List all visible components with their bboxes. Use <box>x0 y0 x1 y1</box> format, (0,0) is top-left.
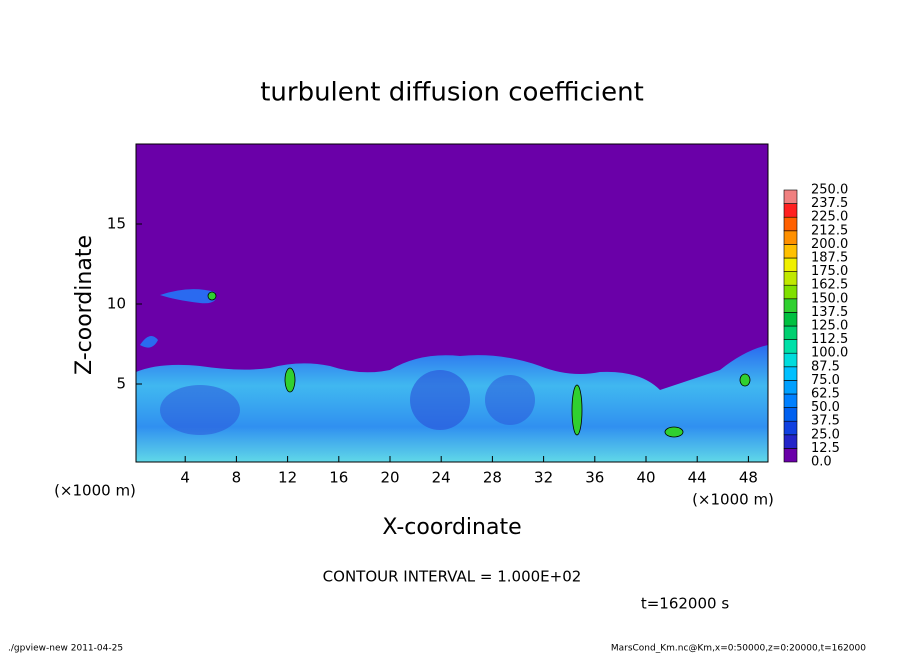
colorbar-box <box>783 380 798 395</box>
colorbar-label: 87.5 <box>811 359 840 374</box>
colorbar-box <box>783 339 798 354</box>
contour-interval: CONTOUR INTERVAL = 1.000E+02 <box>323 568 582 586</box>
colorbar-label: 12.5 <box>811 441 840 456</box>
field-blob <box>140 336 158 348</box>
x-tick-label: 36 <box>585 469 604 487</box>
colorbar-box <box>783 352 798 368</box>
colorbar-box <box>783 393 798 408</box>
footer-left: ./gpview-new 2011-04-25 <box>8 644 123 654</box>
x-unit: (×1000 m) <box>692 491 774 509</box>
colorbar-label: 125.0 <box>811 319 848 334</box>
colorbar-label: 50.0 <box>811 400 840 415</box>
x-tick-label: 44 <box>688 469 707 487</box>
colorbar-label: 250.0 <box>811 183 848 198</box>
colorbar-label: 100.0 <box>811 346 848 361</box>
colorbar-label: 187.5 <box>811 251 848 266</box>
field-contour <box>284 367 296 393</box>
colorbar-label: 62.5 <box>811 387 840 402</box>
field-eddy <box>160 385 240 435</box>
footer-right: MarsCond_Km.nc@Km,x=0:50000,z=0:20000,t=… <box>611 644 866 654</box>
field-eddy <box>410 370 470 430</box>
x-tick-label: 8 <box>232 469 242 487</box>
y-axis-label: Z-coordinate <box>72 235 97 375</box>
colorbar-label: 112.5 <box>811 332 848 347</box>
plot-frame <box>135 143 769 463</box>
colorbar-box <box>783 189 798 204</box>
colorbar-box <box>783 325 798 340</box>
colorbar-label: 137.5 <box>811 305 848 320</box>
colorbar-box <box>783 203 798 218</box>
colorbar-box <box>783 271 798 286</box>
colorbar-box <box>783 366 798 381</box>
y-tick-label: 15 <box>107 215 126 233</box>
colorbar-label: 200.0 <box>811 237 848 252</box>
field-contour <box>207 291 217 301</box>
colorbar-box <box>783 230 798 245</box>
colorbar-box <box>783 312 798 327</box>
field-contour <box>571 384 583 436</box>
time-label: t=162000 s <box>641 595 729 613</box>
field-contour <box>739 373 751 387</box>
y-unit: (×1000 m) <box>54 482 136 500</box>
x-tick-label: 20 <box>380 469 399 487</box>
x-tick-label: 48 <box>739 469 758 487</box>
colorbar-box <box>783 216 798 232</box>
colorbar-label: 75.0 <box>811 373 840 388</box>
plot-area <box>135 143 769 463</box>
x-tick-label: 28 <box>483 469 502 487</box>
colorbar-box <box>783 434 798 449</box>
colorbar-label: 175.0 <box>811 264 848 279</box>
colorbar-label: 150.0 <box>811 291 848 306</box>
colorbar-label: 212.5 <box>811 223 848 238</box>
x-tick-label: 32 <box>534 469 553 487</box>
colorbar-label: 225.0 <box>811 210 848 225</box>
field-blob <box>160 289 216 304</box>
colorbar-label: 37.5 <box>811 414 840 429</box>
colorbar-box <box>783 298 798 313</box>
x-tick-label: 24 <box>432 469 451 487</box>
y-tick-label: 10 <box>107 295 126 313</box>
colorbar-box <box>783 284 798 300</box>
colorbar-box <box>783 420 798 436</box>
field-eddy <box>485 375 535 425</box>
colorbar-label: 0.0 <box>811 455 832 470</box>
x-axis-label: X-coordinate <box>382 515 521 540</box>
field-contour <box>664 426 684 438</box>
x-tick-label: 12 <box>278 469 297 487</box>
chart-title: turbulent diffusion coefficient <box>260 78 644 108</box>
x-tick-label: 40 <box>636 469 655 487</box>
colorbar-label: 162.5 <box>811 278 848 293</box>
colorbar-box <box>783 407 798 422</box>
x-tick-label: 16 <box>329 469 348 487</box>
colorbar-label: 25.0 <box>811 427 840 442</box>
colorbar-box <box>783 257 798 272</box>
colorbar-label: 237.5 <box>811 196 848 211</box>
colorbar-box <box>783 448 798 463</box>
y-tick-label: 5 <box>116 375 126 393</box>
x-tick-label: 4 <box>180 469 190 487</box>
colorbar-box <box>783 244 798 259</box>
